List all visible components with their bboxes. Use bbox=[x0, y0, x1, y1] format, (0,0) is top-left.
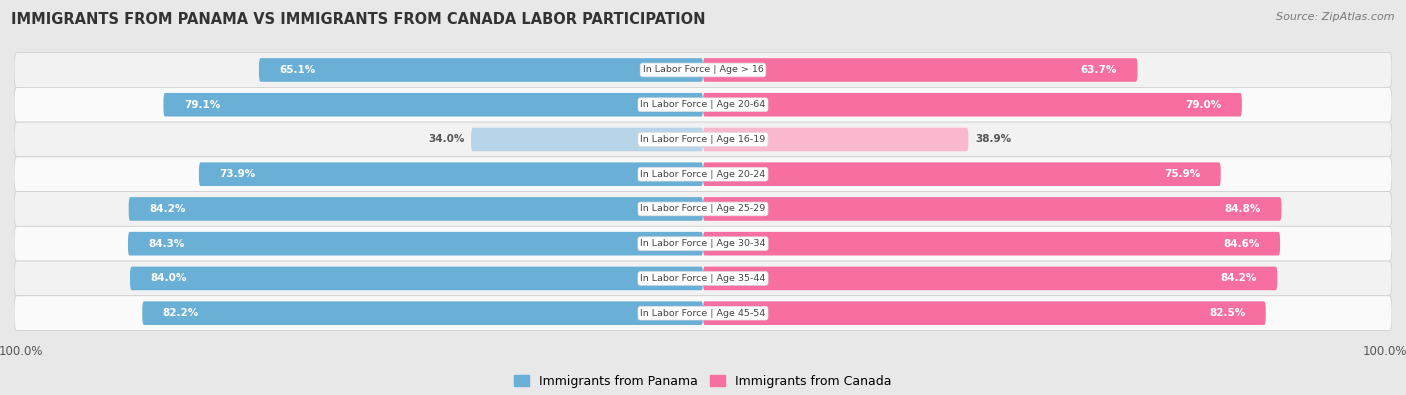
FancyBboxPatch shape bbox=[703, 197, 1281, 221]
Text: 79.1%: 79.1% bbox=[184, 100, 221, 110]
Text: 82.5%: 82.5% bbox=[1209, 308, 1246, 318]
FancyBboxPatch shape bbox=[703, 93, 1241, 117]
FancyBboxPatch shape bbox=[128, 232, 703, 256]
Text: In Labor Force | Age 45-54: In Labor Force | Age 45-54 bbox=[640, 308, 766, 318]
FancyBboxPatch shape bbox=[129, 197, 703, 221]
Legend: Immigrants from Panama, Immigrants from Canada: Immigrants from Panama, Immigrants from … bbox=[509, 370, 897, 393]
FancyBboxPatch shape bbox=[163, 93, 703, 117]
Text: In Labor Force | Age 25-29: In Labor Force | Age 25-29 bbox=[640, 205, 766, 213]
FancyBboxPatch shape bbox=[14, 157, 1392, 192]
FancyBboxPatch shape bbox=[703, 58, 1137, 82]
FancyBboxPatch shape bbox=[703, 162, 1220, 186]
Text: 84.0%: 84.0% bbox=[150, 273, 187, 284]
FancyBboxPatch shape bbox=[129, 267, 703, 290]
FancyBboxPatch shape bbox=[14, 53, 1392, 87]
Text: 63.7%: 63.7% bbox=[1081, 65, 1116, 75]
Text: 75.9%: 75.9% bbox=[1164, 169, 1201, 179]
Text: In Labor Force | Age 20-24: In Labor Force | Age 20-24 bbox=[640, 170, 766, 179]
FancyBboxPatch shape bbox=[14, 122, 1392, 157]
Text: 82.2%: 82.2% bbox=[163, 308, 200, 318]
FancyBboxPatch shape bbox=[703, 301, 1265, 325]
Text: 73.9%: 73.9% bbox=[219, 169, 256, 179]
Text: In Labor Force | Age 30-34: In Labor Force | Age 30-34 bbox=[640, 239, 766, 248]
Text: In Labor Force | Age 35-44: In Labor Force | Age 35-44 bbox=[640, 274, 766, 283]
Text: 84.8%: 84.8% bbox=[1225, 204, 1261, 214]
Text: 34.0%: 34.0% bbox=[427, 134, 464, 145]
Text: Source: ZipAtlas.com: Source: ZipAtlas.com bbox=[1277, 12, 1395, 22]
Text: 38.9%: 38.9% bbox=[976, 134, 1011, 145]
FancyBboxPatch shape bbox=[259, 58, 703, 82]
FancyBboxPatch shape bbox=[142, 301, 703, 325]
Text: 84.6%: 84.6% bbox=[1223, 239, 1260, 249]
Text: 84.2%: 84.2% bbox=[149, 204, 186, 214]
FancyBboxPatch shape bbox=[198, 162, 703, 186]
Text: 84.2%: 84.2% bbox=[1220, 273, 1257, 284]
Text: In Labor Force | Age 20-64: In Labor Force | Age 20-64 bbox=[640, 100, 766, 109]
FancyBboxPatch shape bbox=[703, 267, 1277, 290]
FancyBboxPatch shape bbox=[703, 232, 1279, 256]
Text: 65.1%: 65.1% bbox=[280, 65, 316, 75]
FancyBboxPatch shape bbox=[14, 296, 1392, 331]
Text: In Labor Force | Age > 16: In Labor Force | Age > 16 bbox=[643, 66, 763, 75]
Text: 84.3%: 84.3% bbox=[149, 239, 184, 249]
Text: IMMIGRANTS FROM PANAMA VS IMMIGRANTS FROM CANADA LABOR PARTICIPATION: IMMIGRANTS FROM PANAMA VS IMMIGRANTS FRO… bbox=[11, 12, 706, 27]
Text: 79.0%: 79.0% bbox=[1185, 100, 1222, 110]
FancyBboxPatch shape bbox=[14, 87, 1392, 122]
FancyBboxPatch shape bbox=[14, 192, 1392, 226]
FancyBboxPatch shape bbox=[14, 226, 1392, 261]
FancyBboxPatch shape bbox=[471, 128, 703, 151]
FancyBboxPatch shape bbox=[14, 261, 1392, 296]
Text: In Labor Force | Age 16-19: In Labor Force | Age 16-19 bbox=[640, 135, 766, 144]
FancyBboxPatch shape bbox=[703, 128, 969, 151]
